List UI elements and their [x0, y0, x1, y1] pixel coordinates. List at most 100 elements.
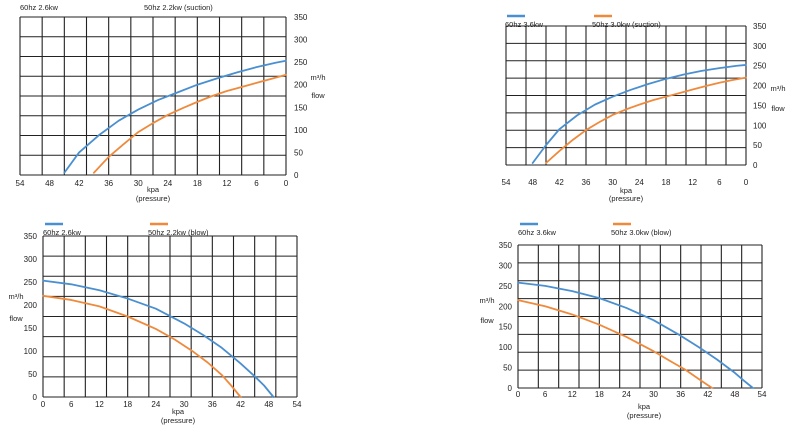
y-tick-label: 350 [499, 241, 513, 250]
y-tick-label: 0 [508, 384, 513, 393]
y-tick-label: 250 [753, 62, 767, 71]
x-tick-label: 18 [662, 178, 671, 187]
x-tick-label: 0 [41, 400, 46, 409]
y-tick-label: 350 [753, 22, 767, 31]
series-line-1 [517, 281, 754, 389]
y-axis-label: m³/h [311, 73, 326, 82]
x-tick-label: 12 [95, 400, 104, 409]
x-tick-label: 6 [69, 400, 74, 409]
y-tick-label: 250 [294, 58, 308, 67]
x-tick-label: 48 [264, 400, 273, 409]
x-tick-label: 12 [568, 390, 577, 399]
y-axis-label: m³/h [771, 84, 786, 93]
x-axis-sublabel: (pressure) [609, 194, 644, 203]
y-tick-label: 100 [499, 343, 513, 352]
x-tick-label: 24 [151, 400, 160, 409]
legend-label-2: 50hz 3.0kw (blow) [611, 228, 672, 237]
y-tick-label: 200 [294, 81, 308, 90]
y-tick-label: 200 [499, 302, 513, 311]
x-tick-label: 36 [582, 178, 591, 187]
series-line-1 [531, 64, 747, 164]
y-tick-label: 150 [294, 103, 308, 112]
x-tick-label: 42 [75, 179, 84, 188]
y-tick-label: 350 [294, 13, 308, 22]
y-axis-sublabel: flow [311, 91, 325, 100]
x-tick-label: 30 [180, 400, 189, 409]
series-line-2 [92, 73, 287, 174]
y-tick-label: 250 [24, 278, 38, 287]
x-tick-label: 54 [293, 400, 302, 409]
y-tick-label: 100 [294, 126, 308, 135]
series-line-1 [63, 59, 287, 174]
x-tick-label: 48 [730, 390, 739, 399]
y-tick-label: 150 [499, 323, 513, 332]
series-line-2 [545, 76, 747, 164]
x-tick-label: 0 [284, 179, 289, 188]
x-tick-label: 36 [676, 390, 685, 399]
legend-label-2: 50hz 3.0kw (suction) [592, 20, 661, 29]
x-axis-label: kpa [172, 407, 185, 416]
y-tick-label: 100 [24, 347, 38, 356]
plot-grid [42, 235, 298, 398]
x-tick-label: 18 [595, 390, 604, 399]
legend-label-1: 60hz 3.6kw [505, 20, 544, 29]
legend-label-1: 60hz 2.6kw [43, 228, 82, 237]
x-tick-label: 12 [222, 179, 231, 188]
x-tick-label: 24 [622, 390, 631, 399]
x-tick-label: 30 [649, 390, 658, 399]
y-tick-label: 200 [753, 82, 767, 91]
chart-3: 60hz 2.6kw 50hz 2.2kw (blow) 0 50 100 150 200 2… [9, 222, 302, 425]
x-tick-label: 30 [134, 179, 143, 188]
y-axis-sublabel: flow [9, 314, 23, 323]
x-tick-label: 54 [758, 390, 767, 399]
y-tick-label: 0 [33, 393, 38, 402]
x-tick-label: 0 [744, 178, 749, 187]
chart-4: 60hz 3.6kw 50hz 3.0kw (blow) 0 50 100 150 200 2… [480, 222, 767, 420]
x-tick-label: 0 [516, 390, 521, 399]
y-axis-sublabel: flow [771, 104, 785, 113]
series-line-1 [42, 279, 275, 398]
y-tick-label: 300 [499, 261, 513, 270]
x-tick-label: 6 [254, 179, 259, 188]
x-tick-label: 24 [635, 178, 644, 187]
x-axis-sublabel: (pressure) [627, 411, 662, 420]
plot-grid [19, 16, 287, 176]
x-tick-label: 42 [703, 390, 712, 399]
x-axis-sublabel: (pressure) [136, 194, 171, 203]
y-tick-label: 50 [753, 141, 762, 150]
x-tick-label: 48 [45, 179, 54, 188]
series-line-2 [517, 299, 714, 389]
x-tick-label: 54 [16, 179, 25, 188]
x-tick-label: 12 [688, 178, 697, 187]
x-axis-label: kpa [620, 186, 633, 195]
chart-2: 60hz 3.6kw 50hz 3.0kw (suction) 0 50 100 150 2… [502, 14, 786, 203]
legend-label-1: 60hz 2.6kw [20, 3, 59, 12]
x-tick-label: 6 [543, 390, 548, 399]
x-axis-label: kpa [638, 402, 651, 411]
x-tick-label: 54 [502, 178, 511, 187]
y-axis-label: m³/h [9, 292, 24, 301]
x-axis-sublabel: (pressure) [161, 416, 196, 425]
x-axis-label: kpa [147, 185, 160, 194]
y-tick-label: 300 [24, 255, 38, 264]
y-tick-label: 150 [24, 324, 38, 333]
x-tick-label: 42 [236, 400, 245, 409]
plot-grid [517, 244, 763, 389]
y-tick-label: 150 [753, 101, 767, 110]
legend-label-2: 50hz 2.2kw (suction) [144, 3, 213, 12]
x-tick-label: 6 [717, 178, 722, 187]
x-tick-label: 24 [163, 179, 172, 188]
legend-label-1: 60hz 3.6kw [518, 228, 557, 237]
legend-label-2: 50hz 2.2kw (blow) [148, 228, 209, 237]
y-tick-label: 50 [294, 148, 303, 157]
y-tick-label: 0 [753, 161, 758, 170]
chart-1: 60hz 2.6kw 50hz 2.2kw (suction) 0 50 100 150 2… [16, 3, 326, 203]
x-tick-label: 48 [528, 178, 537, 187]
x-tick-label: 36 [208, 400, 217, 409]
y-axis-sublabel: flow [480, 316, 494, 325]
y-tick-label: 50 [503, 364, 512, 373]
y-tick-label: 100 [753, 121, 767, 130]
plot-grid [505, 25, 747, 166]
y-tick-label: 200 [24, 301, 38, 310]
